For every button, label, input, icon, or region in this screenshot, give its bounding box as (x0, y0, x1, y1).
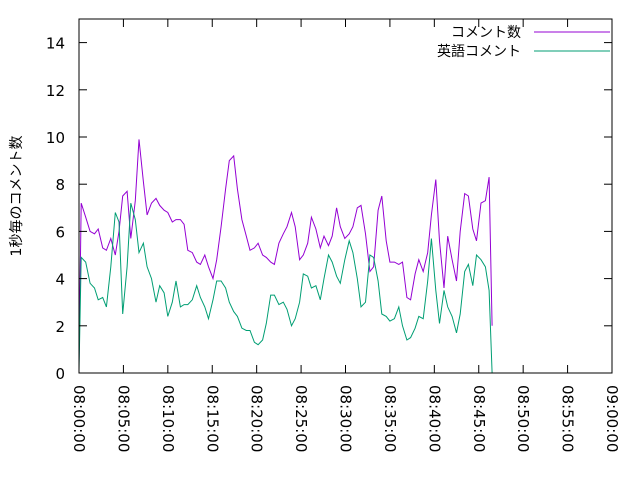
x-tick-label: 08:05:00 (114, 385, 132, 452)
x-tick-label: 08:20:00 (248, 385, 266, 452)
x-tick-label: 08:35:00 (381, 385, 399, 452)
x-tick-label: 08:55:00 (559, 385, 577, 452)
y-axis-label: 1秒毎のコメント数 (9, 136, 25, 257)
x-tick-label: 09:00:00 (603, 385, 621, 452)
x-tick-label: 08:10:00 (159, 385, 177, 452)
y-tick-label: 2 (55, 318, 65, 336)
x-tick-label: 08:45:00 (470, 385, 488, 452)
x-tick-label: 08:30:00 (337, 385, 355, 452)
y-tick-label: 4 (55, 271, 65, 289)
y-tick-label: 6 (55, 223, 65, 241)
x-tick-label: 08:00:00 (70, 385, 88, 452)
x-tick-label: 08:25:00 (292, 385, 310, 452)
legend-label: コメント数 (451, 25, 521, 41)
y-tick-label: 14 (46, 35, 65, 53)
y-tick-label: 12 (46, 82, 65, 100)
x-tick-label: 08:40:00 (425, 385, 443, 452)
x-tick-label: 08:50:00 (514, 385, 532, 452)
x-axis: 08:00:00 08:05:00 08:10:00 08:15:00 08:20:00… (70, 19, 621, 452)
y-tick-label: 0 (55, 365, 65, 383)
plot-area (78, 139, 493, 374)
series-line-2 (78, 202, 493, 374)
plot-frame (78, 18, 613, 374)
y-tick-label: 8 (55, 176, 65, 194)
legend-label: 英語コメント (437, 43, 521, 60)
x-tick-label: 08:15:00 (203, 385, 221, 452)
series-line-1 (78, 139, 493, 364)
y-tick-label: 10 (46, 129, 65, 147)
y-axis: 0 2 4 6 8 10 12 14 (46, 35, 612, 383)
